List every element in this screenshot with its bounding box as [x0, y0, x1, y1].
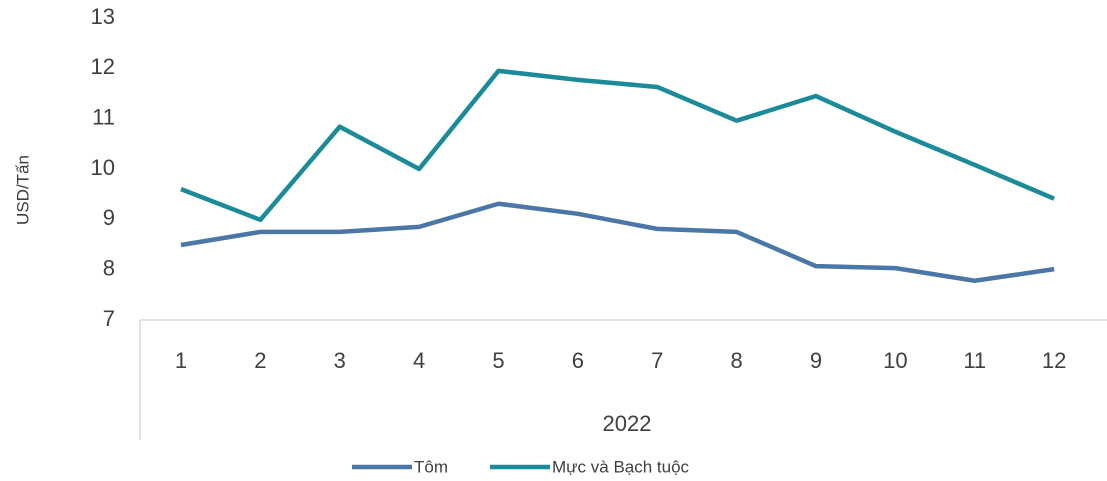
x-tick-label: 10 — [883, 348, 907, 373]
x-tick-label: 5 — [492, 348, 504, 373]
y-tick-label: 7 — [103, 306, 115, 331]
y-tick-label: 12 — [91, 54, 115, 79]
x-tick-label: 9 — [810, 348, 822, 373]
x-tick-label: 8 — [730, 348, 742, 373]
y-tick-label: 9 — [103, 205, 115, 230]
x-tick-label: 4 — [413, 348, 425, 373]
y-axis-label: USD/Tấn — [13, 155, 32, 225]
x-tick-label: 12 — [1042, 348, 1066, 373]
x-tick-label: 11 — [963, 348, 986, 373]
x-tick-label: 7 — [651, 348, 663, 373]
line-series — [180, 201, 1055, 283]
x-tick-label: 3 — [334, 348, 346, 373]
category-group-label: 2022 — [603, 411, 652, 436]
x-tick-label: 1 — [175, 348, 187, 373]
legend-label: Tôm — [414, 457, 448, 476]
x-tick-label: 2 — [254, 348, 266, 373]
y-tick-label: 11 — [92, 104, 115, 129]
line-series — [180, 68, 1056, 223]
y-tick-label: 8 — [103, 255, 115, 280]
x-tick-label: 6 — [572, 348, 584, 373]
y-tick-label: 13 — [91, 4, 115, 29]
y-tick-label: 10 — [91, 155, 115, 180]
legend-label: Mực và Bạch tuộc — [552, 457, 690, 476]
